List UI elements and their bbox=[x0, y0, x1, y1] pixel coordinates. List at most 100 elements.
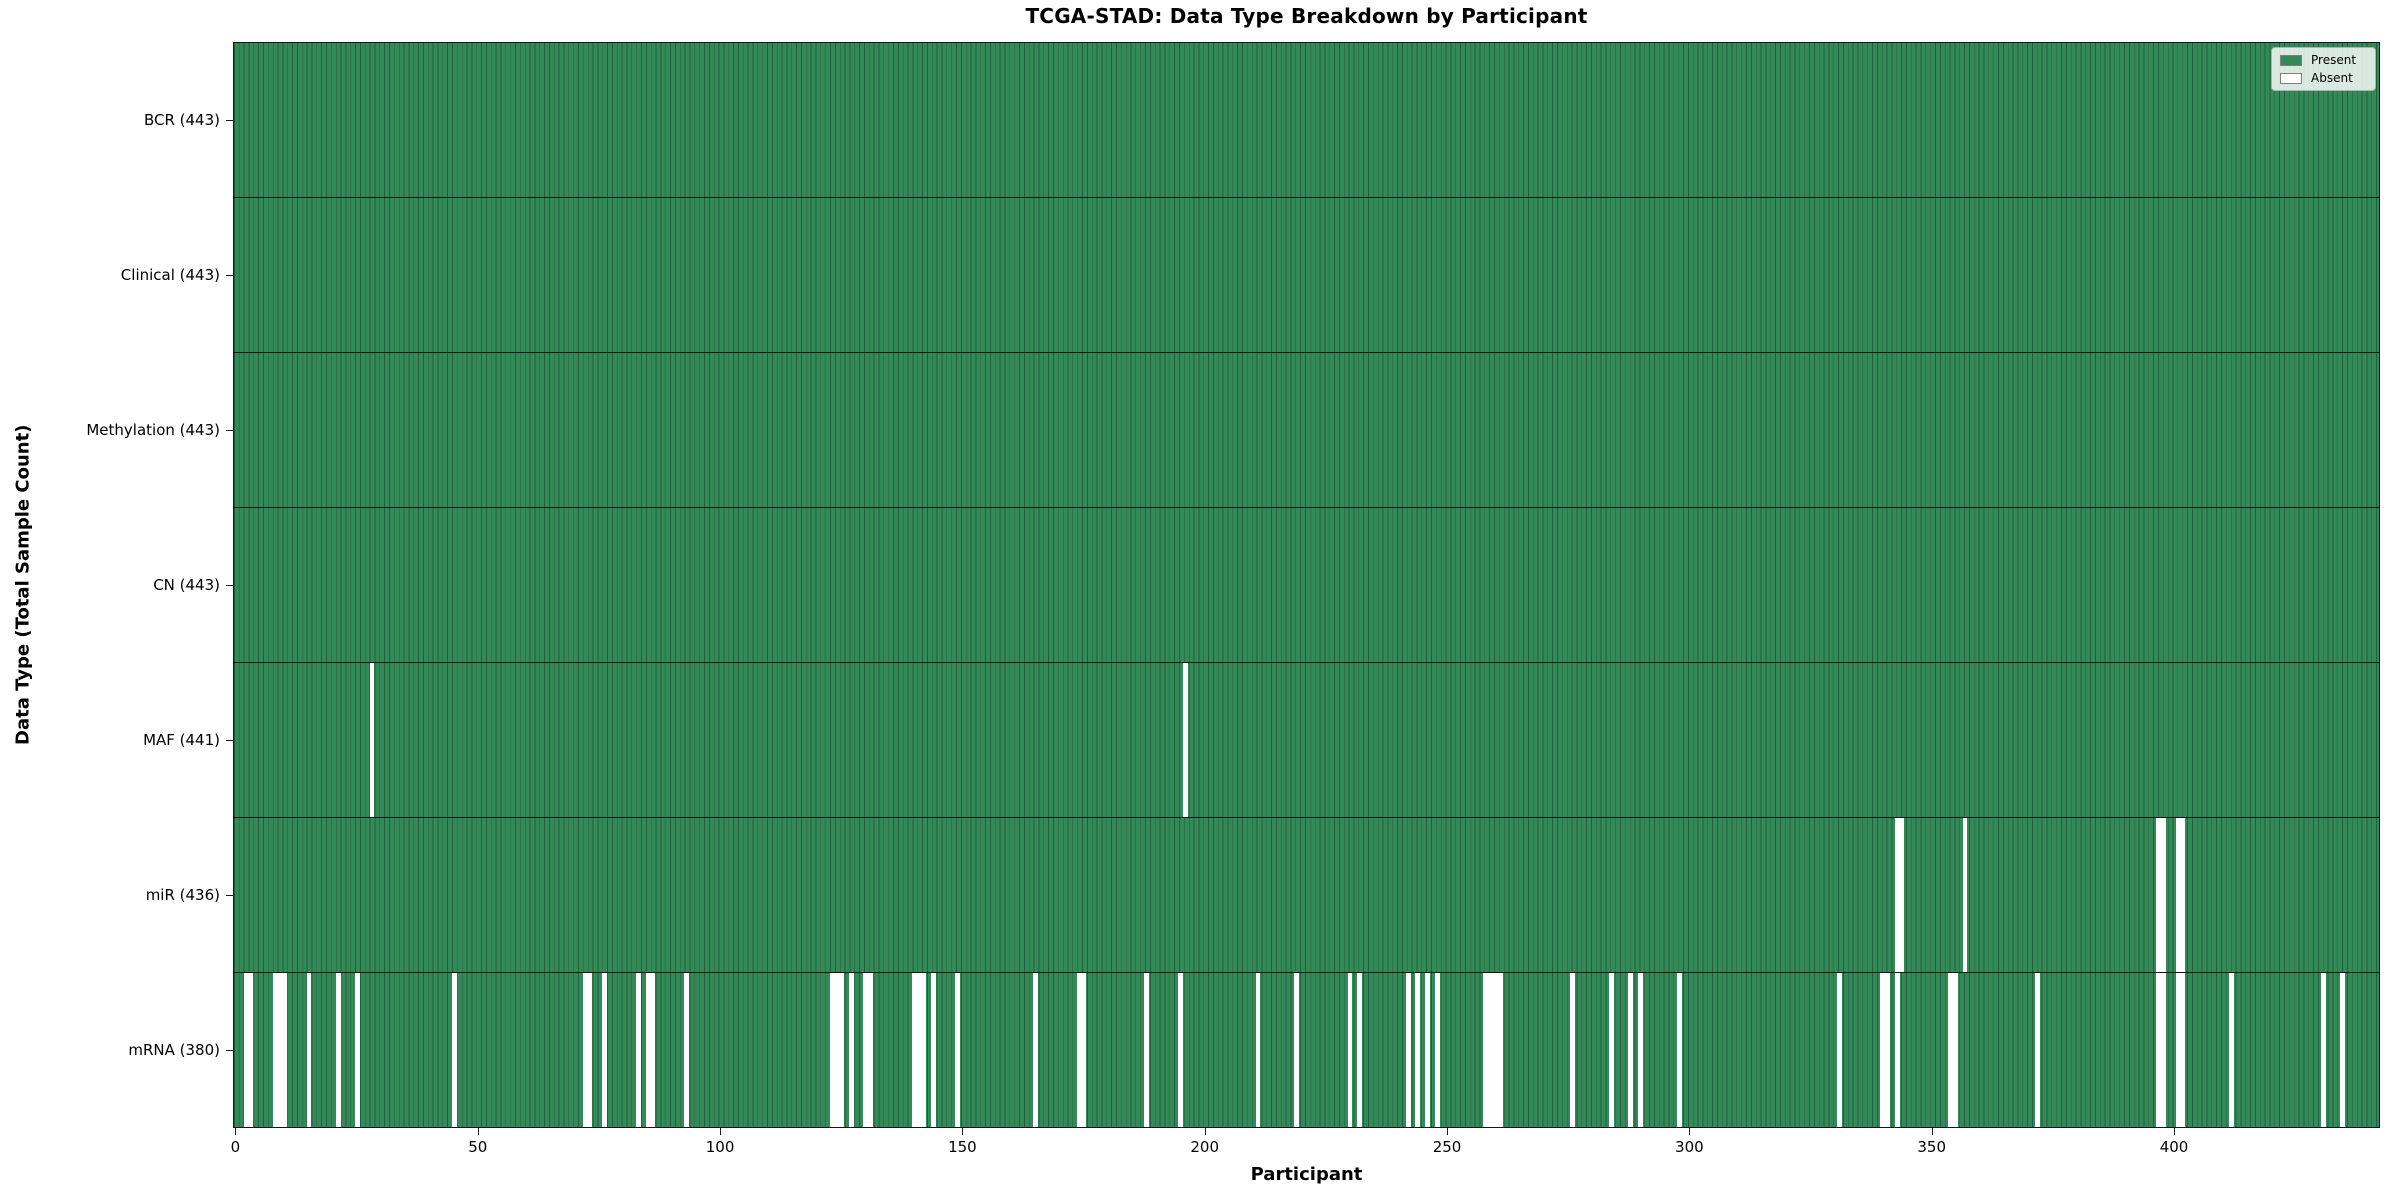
absent-bar bbox=[1434, 973, 1440, 1127]
legend-label: Absent bbox=[2311, 71, 2353, 85]
absent-bar bbox=[1880, 973, 1886, 1127]
absent-bar bbox=[1962, 818, 1968, 972]
y-tick-mark bbox=[226, 585, 233, 586]
absent-bar bbox=[2320, 973, 2326, 1127]
absent-bar bbox=[921, 973, 927, 1127]
absent-bar bbox=[955, 973, 961, 1127]
absent-bar bbox=[1570, 973, 1576, 1127]
absent-bar bbox=[1405, 973, 1411, 1127]
x-tick-mark bbox=[1204, 1128, 1206, 1135]
plot-area bbox=[233, 42, 2380, 1128]
absent-bar bbox=[1628, 973, 1634, 1127]
absent-bar bbox=[1948, 973, 1953, 1127]
heatmap-row-CN bbox=[234, 507, 2379, 662]
absent-bar bbox=[834, 973, 840, 1127]
x-tick-mark bbox=[1447, 1128, 1449, 1135]
absent-bar bbox=[1609, 973, 1614, 1127]
x-tick-label: 400 bbox=[2159, 1138, 2189, 1156]
y-tick-mark bbox=[226, 429, 233, 431]
absent-bar bbox=[243, 973, 249, 1127]
heatmap-row-Methylation bbox=[234, 352, 2379, 507]
absent-bar bbox=[335, 973, 341, 1127]
absent-bar bbox=[2035, 973, 2041, 1127]
absent-bar bbox=[1081, 973, 1087, 1127]
absent-bar bbox=[1144, 973, 1150, 1127]
y-tick-label: CN (443) bbox=[153, 576, 220, 594]
absent-bar bbox=[650, 973, 656, 1127]
absent-bar bbox=[911, 973, 917, 1127]
absent-bar bbox=[1032, 973, 1038, 1127]
absent-bar bbox=[1415, 973, 1421, 1127]
x-axis-label: Participant bbox=[1250, 1164, 1363, 1185]
absent-bar bbox=[248, 973, 254, 1127]
y-tick-label: Methylation (443) bbox=[86, 420, 220, 439]
absent-bar bbox=[2161, 973, 2166, 1127]
absent-bar bbox=[1492, 973, 1498, 1127]
y-tick-mark bbox=[226, 895, 233, 897]
absent-bar bbox=[684, 973, 690, 1127]
absent-bar bbox=[2340, 973, 2346, 1127]
absent-bar bbox=[1488, 973, 1493, 1127]
absent-bar bbox=[931, 973, 937, 1127]
absent-bar bbox=[645, 973, 651, 1127]
legend-swatch-present bbox=[2280, 54, 2302, 66]
x-tick-mark bbox=[477, 1128, 479, 1135]
y-tick-label: mRNA (380) bbox=[128, 1041, 220, 1060]
absent-bar bbox=[2175, 973, 2181, 1127]
legend-item-present: Present bbox=[2280, 54, 2367, 66]
absent-bar bbox=[839, 973, 845, 1127]
x-tick-label: 350 bbox=[1917, 1138, 1946, 1156]
y-tick-label: BCR (443) bbox=[143, 110, 220, 129]
x-tick-mark bbox=[720, 1128, 722, 1135]
absent-bar bbox=[582, 973, 588, 1127]
absent-bar bbox=[277, 973, 283, 1127]
absent-bar bbox=[1294, 973, 1300, 1127]
x-tick-mark bbox=[1931, 1128, 1933, 1135]
x-tick-label: 150 bbox=[948, 1138, 977, 1156]
absent-bar bbox=[2180, 818, 2186, 972]
y-tick-label: MAF (441) bbox=[143, 731, 220, 750]
x-tick-mark bbox=[2174, 1128, 2176, 1135]
y-tick-mark bbox=[226, 1050, 233, 1052]
x-tick-label: 300 bbox=[1675, 1138, 1704, 1156]
absent-bar bbox=[1836, 973, 1842, 1127]
x-tick-mark bbox=[1689, 1128, 1691, 1135]
absent-bar bbox=[916, 973, 922, 1127]
x-tick-label: 250 bbox=[1432, 1138, 1462, 1156]
absent-bar bbox=[1178, 973, 1183, 1127]
absent-bar bbox=[1894, 818, 1900, 972]
absent-bar bbox=[829, 973, 835, 1127]
absent-bar bbox=[1076, 973, 1082, 1127]
y-tick-mark bbox=[226, 119, 233, 121]
absent-bar bbox=[451, 973, 457, 1127]
absent-bar bbox=[848, 973, 854, 1127]
legend-swatch-absent bbox=[2280, 72, 2302, 84]
absent-bar bbox=[355, 973, 360, 1127]
absent-bar bbox=[1899, 818, 1905, 972]
absent-bar bbox=[1347, 973, 1353, 1127]
absent-bar bbox=[601, 973, 607, 1127]
absent-bar bbox=[2228, 973, 2234, 1127]
absent-bar bbox=[587, 973, 593, 1127]
heatmap-row-BCR bbox=[234, 43, 2379, 197]
absent-bar bbox=[1676, 973, 1682, 1127]
chart-title: TCGA-STAD: Data Type Breakdown by Partic… bbox=[1025, 4, 1588, 28]
absent-bar bbox=[306, 973, 312, 1127]
absent-bar bbox=[369, 663, 375, 817]
x-tick-label: 50 bbox=[468, 1138, 488, 1156]
y-tick-mark bbox=[226, 274, 233, 276]
absent-bar bbox=[2156, 973, 2162, 1127]
x-tick-mark bbox=[235, 1128, 237, 1135]
y-tick-label: miR (436) bbox=[145, 886, 220, 905]
absent-bar bbox=[2175, 818, 2181, 972]
legend-label: Present bbox=[2311, 53, 2357, 67]
legend: Present Absent bbox=[2271, 47, 2376, 91]
absent-bar bbox=[1497, 973, 1503, 1127]
absent-bar bbox=[1952, 973, 1958, 1127]
absent-bar bbox=[1483, 973, 1489, 1127]
absent-bar bbox=[635, 973, 641, 1127]
absent-bar bbox=[1885, 973, 1890, 1127]
heatmap-row-mRNA bbox=[234, 972, 2379, 1127]
absent-bar bbox=[2161, 818, 2166, 972]
y-tick-label: Clinical (443) bbox=[120, 265, 220, 284]
